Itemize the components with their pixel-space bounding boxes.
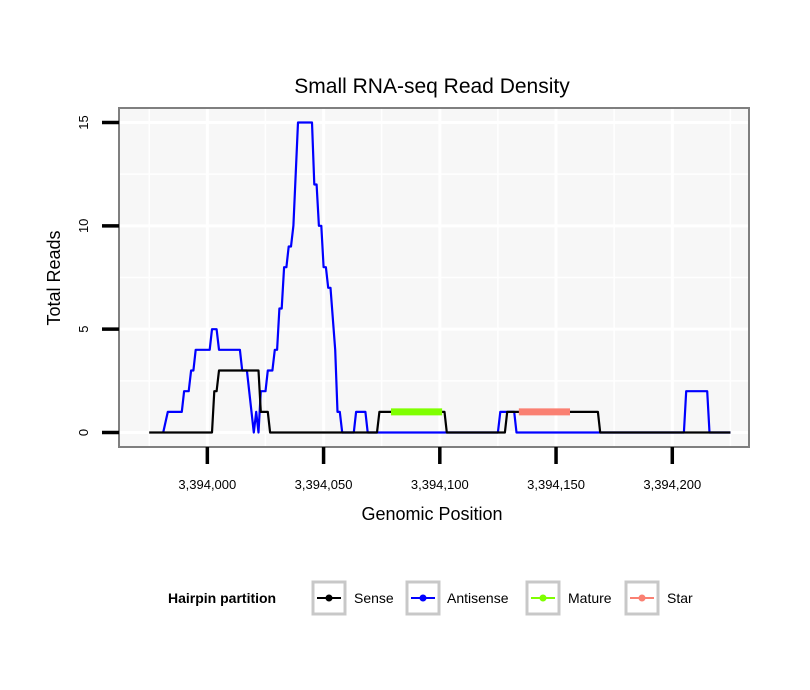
- x-tick-label: 3,394,050: [295, 477, 353, 492]
- y-axis-title: Total Reads: [44, 230, 64, 325]
- x-axis-title: Genomic Position: [361, 504, 502, 524]
- y-tick-label: 10: [76, 219, 91, 233]
- series-sense-line: [149, 369, 731, 434]
- legend-label-star: Star: [667, 590, 693, 606]
- x-tick-label: 3,394,000: [178, 477, 236, 492]
- y-tick-label: 0: [76, 429, 91, 436]
- x-tick-label: 3,394,100: [411, 477, 469, 492]
- legend-label-sense: Sense: [354, 590, 394, 606]
- legend-label-mature: Mature: [568, 590, 612, 606]
- legend-label-antisense: Antisense: [447, 590, 509, 606]
- y-tick-label: 15: [76, 115, 91, 129]
- chart-title: Small RNA-seq Read Density: [294, 75, 570, 98]
- plot-border: [118, 107, 750, 448]
- legend-key-point: [638, 594, 646, 602]
- legend-key-point: [325, 594, 333, 602]
- legend-entry-antisense: Antisense: [405, 580, 509, 616]
- legend-entry-mature: Mature: [525, 580, 612, 616]
- legend-key-point: [539, 594, 547, 602]
- legend-title: Hairpin partition: [168, 590, 276, 606]
- x-tick-label: 3,394,150: [527, 477, 585, 492]
- y-tick-label: 5: [76, 326, 91, 333]
- legend-key-point: [419, 594, 427, 602]
- series-layer: [149, 121, 731, 434]
- legend-entry-star: Star: [624, 580, 693, 616]
- y-axis: 0 5 10 15: [76, 115, 119, 436]
- legend-entry-sense: Sense: [311, 580, 394, 616]
- legend: Hairpin partition Sense Antisense Mature St…: [168, 580, 693, 616]
- x-axis: 3,394,000 3,394,050 3,394,100 3,394,150 3,39…: [178, 447, 701, 492]
- x-tick-label: 3,394,200: [643, 477, 701, 492]
